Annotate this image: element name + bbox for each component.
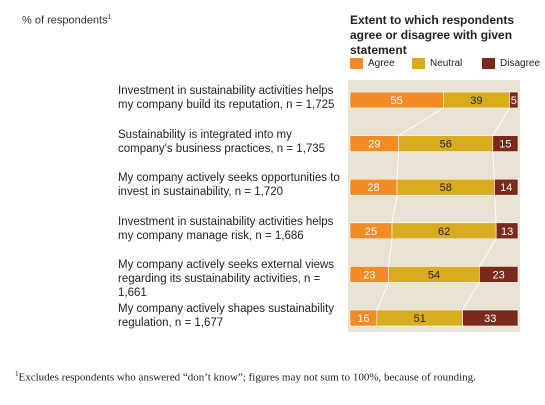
legend-label-disagree: Disagree [500, 58, 541, 69]
bar-disagree-2 [492, 135, 519, 152]
data-label-agree-5: 23 [363, 269, 375, 281]
legend-item-agree: Agree [350, 58, 395, 69]
legend-swatch-agree [350, 58, 363, 69]
data-label-disagree-5: 23 [493, 269, 505, 281]
plot-background [348, 80, 520, 332]
legend-item-neutral: Neutral [412, 58, 462, 69]
legend-label-agree: Agree [368, 58, 395, 69]
data-label-neutral-6: 51 [414, 313, 426, 325]
bar-disagree-5 [479, 266, 519, 283]
row-label-5: My company actively seeks external views… [118, 259, 335, 300]
legend-swatch-disagree [482, 58, 495, 69]
data-label-neutral-2: 56 [440, 139, 452, 151]
bar-disagree-1 [509, 91, 519, 109]
row-label-4: Investment in sustainability activities … [118, 215, 334, 242]
data-label-neutral-3: 58 [440, 182, 452, 194]
data-label-agree-1: 55 [391, 95, 403, 107]
row-label-3: My company actively seeks opportunities … [118, 172, 340, 199]
data-label-disagree-6: 33 [484, 313, 496, 325]
data-label-disagree-2: 15 [499, 139, 511, 151]
legend: Agree Neutral Disagree [350, 58, 540, 72]
legend-label-neutral: Neutral [430, 58, 463, 69]
row-label-6: My company actively shapes sustainabilit… [118, 303, 335, 329]
connector-line-2 [462, 92, 511, 326]
data-label-disagree-3: 14 [500, 182, 512, 194]
bar-disagree-3 [494, 178, 519, 196]
data-label-disagree-4: 13 [501, 226, 513, 238]
data-label-agree-2: 29 [368, 139, 380, 151]
chart-title: Extent to which respondents agree or dis… [350, 13, 515, 57]
row-label-1: Investment in sustainability activities … [118, 85, 335, 111]
data-label-agree-4: 25 [365, 226, 377, 238]
unit-label: % of respondents1 [22, 14, 112, 27]
data-label-neutral-1: 39 [470, 95, 482, 107]
bar-disagree-6 [462, 309, 519, 327]
data-label-neutral-5: 54 [428, 269, 440, 281]
row-label-2: Sustainability is integrated into my com… [118, 128, 326, 155]
data-label-agree-6: 16 [357, 313, 369, 325]
data-label-disagree-1: 5 [511, 95, 517, 107]
bar-disagree-4 [495, 222, 519, 240]
footnote: 1Excludes respondents who answered “don’… [15, 370, 476, 384]
data-label-agree-3: 28 [367, 182, 379, 194]
data-label-neutral-4: 62 [438, 226, 450, 238]
legend-item-disagree: Disagree [482, 58, 540, 69]
connector-line-1 [376, 92, 444, 326]
legend-swatch-neutral [412, 58, 425, 69]
